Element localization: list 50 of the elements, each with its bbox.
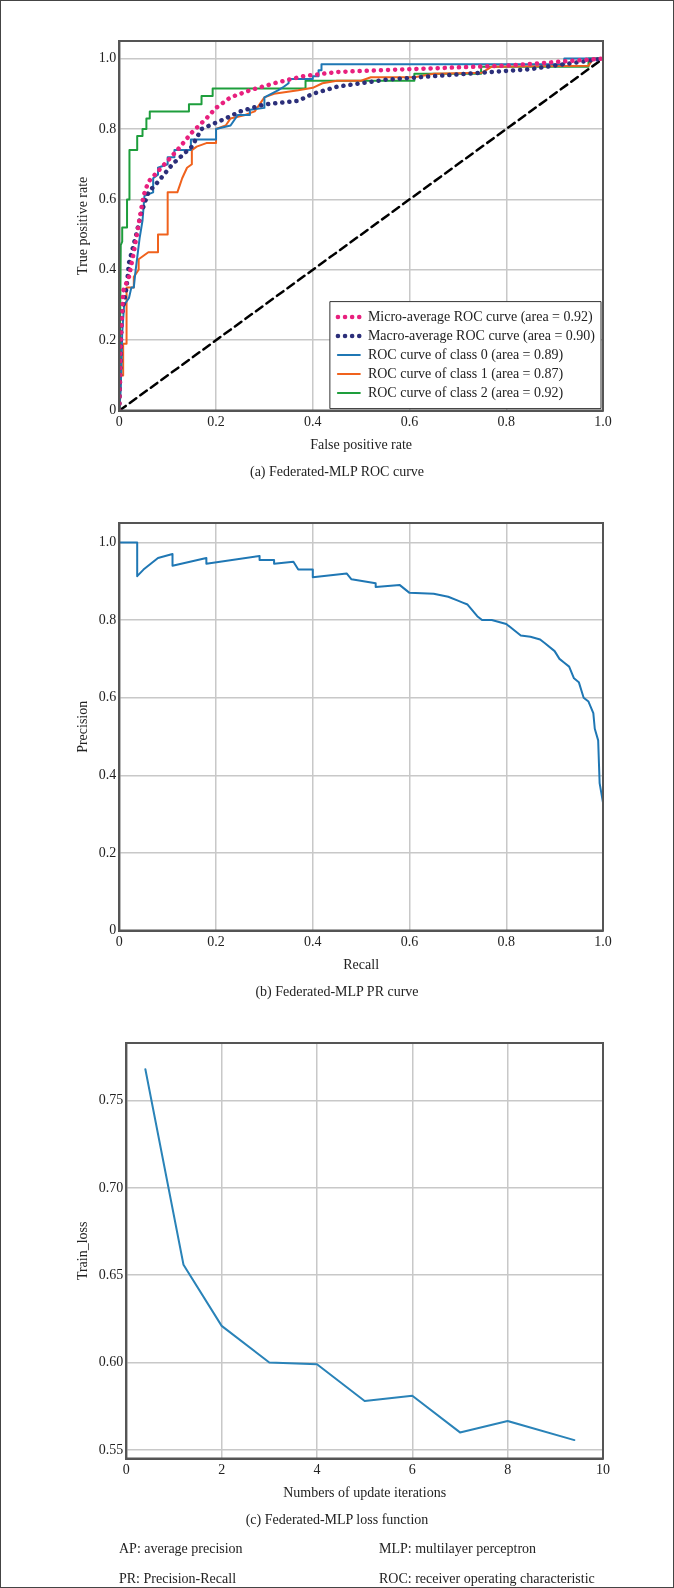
x-axis-title: Numbers of update iterations	[283, 1485, 447, 1501]
x-tick-label: 0.2	[207, 933, 225, 949]
x-tick-label: 0.6	[400, 413, 419, 429]
text: MLP: multilayer perceptron	[379, 1541, 538, 1557]
x-tick-label: 0.4	[304, 933, 322, 949]
legend-label: ROC curve of class 1 (area = 0.87)	[367, 365, 564, 382]
y-tick-label: 0.65	[98, 1266, 124, 1282]
text: ROC: receiver operating characteristic	[379, 1571, 596, 1587]
text: (c) Federated-MLP loss function	[245, 1512, 429, 1529]
x-tick-label: 1.0	[594, 413, 612, 429]
text: PR: Precision-Recall	[119, 1571, 238, 1587]
y-tick-label: 0.4	[98, 261, 117, 277]
x-tick-label: 4	[313, 1461, 321, 1477]
y-tick-label: 0.75	[98, 1092, 124, 1108]
x-tick-label: 1.0	[594, 933, 612, 949]
x-tick-label: 8	[504, 1461, 512, 1477]
x-tick-label: 0.8	[497, 413, 516, 429]
y-tick-label: 1.0	[98, 50, 117, 66]
y-tick-label: 0.4	[98, 767, 117, 782]
text: AP: average precision	[119, 1541, 244, 1557]
x-tick-label: 0.6	[400, 933, 419, 949]
y-axis-title: Train_loss	[75, 1221, 91, 1281]
y-axis-title: Precision	[75, 700, 91, 753]
y-tick-label: 0.70	[98, 1179, 124, 1195]
text: (b) Federated-MLP PR curve	[255, 984, 419, 1001]
legend-label: Macro-average ROC curve (area = 0.90)	[367, 327, 596, 344]
y-tick-label: 0.6	[98, 191, 117, 207]
legend-label: ROC curve of class 2 (area = 0.92)	[367, 384, 564, 401]
text: (a) Federated-MLP ROC curve	[249, 464, 425, 481]
legend-label: ROC curve of class 0 (area = 0.89)	[367, 346, 564, 363]
y-tick-label: 0.6	[98, 689, 117, 705]
y-tick-label: 0.55	[98, 1441, 124, 1457]
y-tick-label: 0.8	[98, 611, 117, 627]
y-tick-label: 0.2	[98, 844, 117, 860]
y-tick-label: 0	[109, 922, 117, 938]
y-axis-title: True positive rate	[75, 176, 91, 275]
y-tick-label: 0.2	[98, 331, 117, 347]
x-tick-label: 2	[218, 1461, 226, 1477]
y-tick-label: 0	[109, 402, 117, 418]
y-tick-label: 0.8	[98, 120, 117, 136]
x-tick-label: 10	[596, 1461, 610, 1477]
legend-label: Micro-average ROC curve (area = 0.92)	[367, 308, 594, 325]
x-tick-label: 0.8	[497, 933, 516, 949]
x-tick-label: 0.2	[207, 413, 225, 429]
x-tick-label: 0.4	[304, 413, 322, 429]
x-axis-title: Recall	[343, 957, 380, 973]
y-tick-label: 0.60	[98, 1354, 124, 1370]
x-tick-label: 6	[408, 1461, 416, 1477]
y-tick-label: 1.0	[98, 534, 117, 550]
x-axis-title: False positive rate	[310, 437, 413, 453]
